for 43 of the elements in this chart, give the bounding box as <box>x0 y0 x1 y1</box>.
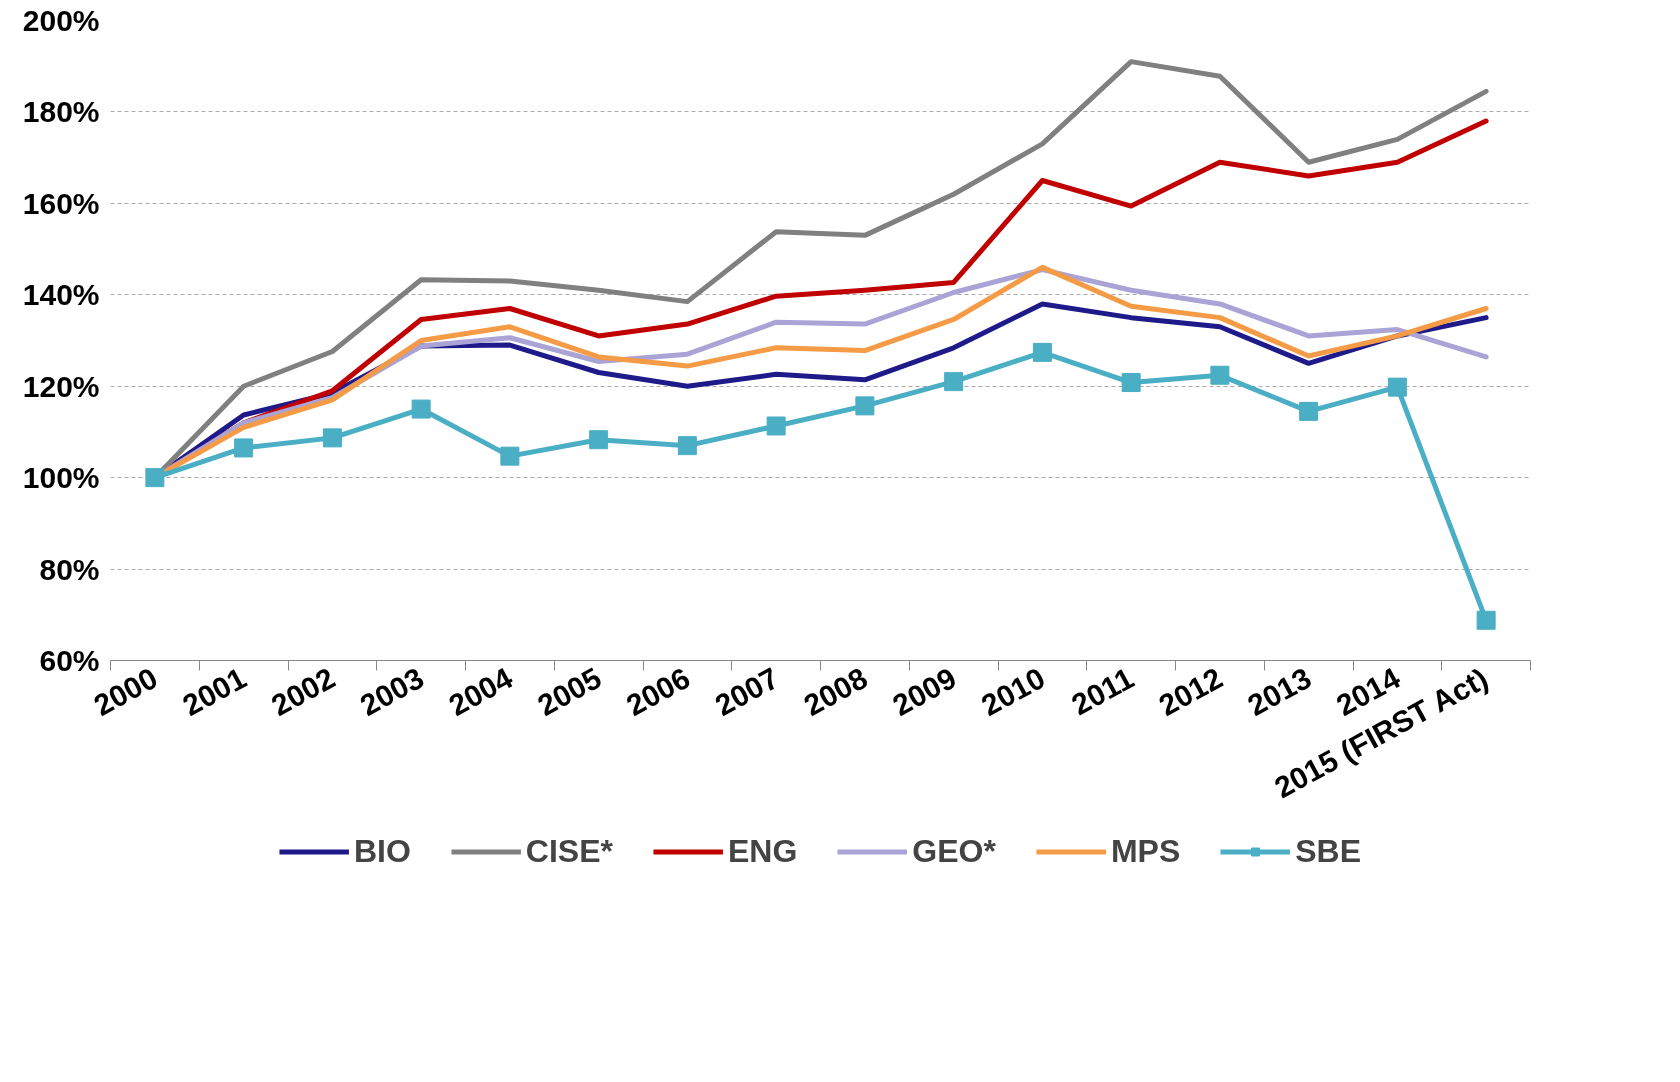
y-tick-label: 120% <box>22 369 100 403</box>
point <box>855 396 875 416</box>
x-tick-label: 2013 <box>1242 661 1317 722</box>
legend-label: BIO <box>353 832 411 870</box>
x-tick-label: 2009 <box>887 661 962 722</box>
y-tick-label: 200% <box>22 4 100 37</box>
point <box>1299 401 1319 421</box>
point <box>589 430 609 450</box>
x-tick-label: 2003 <box>354 661 430 722</box>
point <box>500 446 520 466</box>
point <box>766 416 786 436</box>
y-tick-label: 160% <box>22 186 100 220</box>
x-tick-label: 2012 <box>1153 661 1228 722</box>
point <box>677 436 697 456</box>
point <box>1210 365 1230 385</box>
point <box>145 468 165 488</box>
x-tick-label: 2011 <box>1066 661 1140 722</box>
x-tick-label: 2005 <box>532 661 607 722</box>
x-tick-label: 2002 <box>265 661 341 722</box>
y-tick-label: 60% <box>39 644 100 677</box>
point <box>1121 373 1141 393</box>
point <box>1387 377 1407 397</box>
x-tick-label: 2007 <box>709 661 785 722</box>
point <box>234 438 254 458</box>
y-tick-label: 100% <box>22 461 100 495</box>
point <box>944 372 964 392</box>
y-tick-label: 140% <box>22 278 100 312</box>
x-tick-label: 2010 <box>975 661 1051 722</box>
x-tick-label: 2001 <box>177 661 252 722</box>
legend-label: GEO* <box>912 832 996 870</box>
x-tick-label: 2006 <box>620 661 696 722</box>
y-tick-label: 180% <box>22 95 100 129</box>
legend-label: MPS <box>1110 832 1181 870</box>
legend-label: SBE <box>1295 832 1362 870</box>
legend-label: ENG <box>727 832 798 870</box>
legend-label: CISE* <box>525 832 613 870</box>
y-tick-label: 80% <box>39 552 100 586</box>
point <box>1032 342 1052 362</box>
point <box>322 428 342 448</box>
x-tick-label: 2008 <box>798 661 873 722</box>
point <box>411 399 431 419</box>
point <box>1476 610 1496 630</box>
x-tick-label: 2004 <box>443 660 519 722</box>
